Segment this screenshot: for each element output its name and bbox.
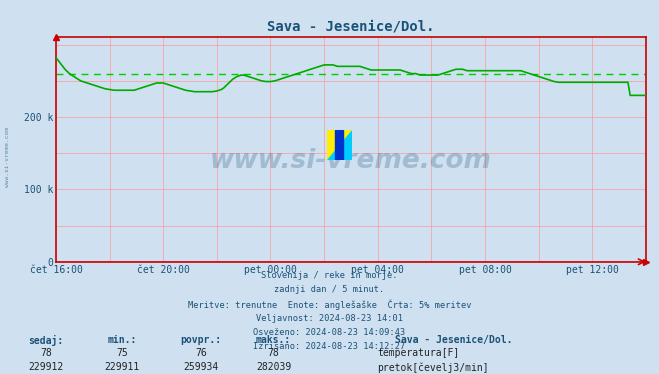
Text: 76: 76 [195,349,207,358]
Text: povpr.:: povpr.: [181,335,221,345]
Text: Slovenija / reke in morje.: Slovenija / reke in morje. [261,271,398,280]
Text: 229912: 229912 [28,362,64,372]
Text: Veljavnost: 2024-08-23 14:01: Veljavnost: 2024-08-23 14:01 [256,314,403,323]
Text: min.:: min.: [107,335,136,345]
Text: Izrisano: 2024-08-23 14:12:27: Izrisano: 2024-08-23 14:12:27 [253,342,406,351]
Text: 78: 78 [268,349,279,358]
Polygon shape [327,130,352,160]
Title: Sava - Jesenice/Dol.: Sava - Jesenice/Dol. [267,19,435,33]
Text: pretok[čevelj3/min]: pretok[čevelj3/min] [377,362,488,373]
Text: maks.:: maks.: [256,335,291,345]
Text: Meritve: trenutne  Enote: anglešaške  Črta: 5% meritev: Meritve: trenutne Enote: anglešaške Črta… [188,300,471,310]
Text: www.si-vreme.com: www.si-vreme.com [210,148,492,174]
Text: 229911: 229911 [104,362,140,372]
Text: sedaj:: sedaj: [28,335,64,346]
Text: 78: 78 [40,349,52,358]
Text: zadnji dan / 5 minut.: zadnji dan / 5 minut. [274,285,385,294]
Text: Sava - Jesenice/Dol.: Sava - Jesenice/Dol. [395,335,513,345]
Polygon shape [327,130,352,160]
Polygon shape [335,130,343,160]
Text: 75: 75 [116,349,128,358]
Text: temperatura[F]: temperatura[F] [377,349,459,358]
Text: 259934: 259934 [183,362,219,372]
Text: Osveženo: 2024-08-23 14:09:43: Osveženo: 2024-08-23 14:09:43 [253,328,406,337]
Text: 282039: 282039 [256,362,291,372]
Text: www.si-vreme.com: www.si-vreme.com [5,127,11,187]
